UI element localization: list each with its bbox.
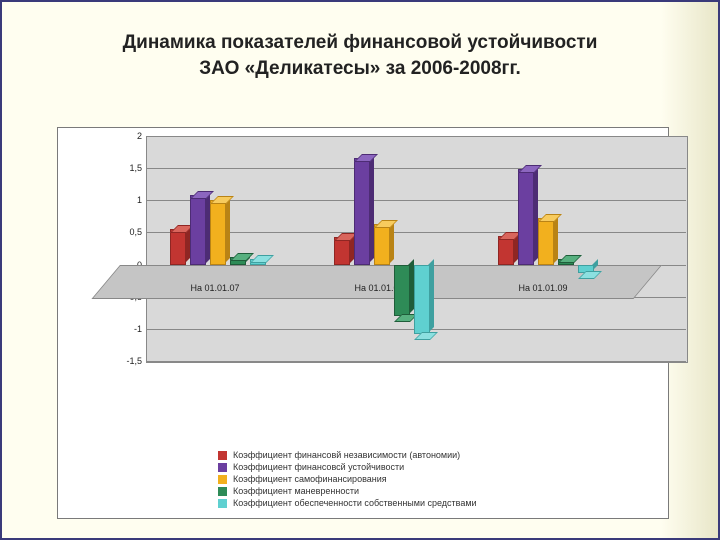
page-title: Динамика показателей финансовой устойчив… (2, 30, 718, 81)
bar (558, 261, 572, 264)
legend-item: Коэффициент обеспеченности собственными … (218, 498, 648, 508)
bar (414, 265, 428, 333)
chart-plot: -1,5-1-0,500,511,52На 01.01.07На 01.01.0… (120, 136, 660, 361)
bar (354, 160, 368, 264)
bar (334, 239, 348, 265)
bar (498, 238, 512, 265)
bar (170, 231, 184, 264)
legend-item: Коэффициент маневренности (218, 486, 648, 496)
y-axis-label: -1,5 (120, 356, 142, 366)
bar (230, 259, 244, 264)
title-line-1: Динамика показателей финансовой устойчив… (2, 30, 718, 56)
legend-label: Коэффициент самофинансирования (233, 474, 387, 484)
bar (518, 171, 532, 264)
legend-item: Коэффициент финансовсй устойчивости (218, 462, 648, 472)
bar (250, 261, 264, 264)
y-axis-label: -1 (120, 324, 142, 334)
y-axis-label: 1,5 (120, 163, 142, 173)
bar (210, 202, 224, 264)
gridline (146, 136, 686, 137)
legend-swatch (218, 463, 227, 472)
chart-legend: Коэффициент финансовй независимости (авт… (218, 448, 648, 510)
bar (190, 197, 204, 265)
bar (578, 265, 592, 271)
legend-swatch (218, 487, 227, 496)
legend-label: Коэффициент финансовй независимости (авт… (233, 450, 460, 460)
legend-item: Коэффициент самофинансирования (218, 474, 648, 484)
chart-container: -1,5-1-0,500,511,52На 01.01.07На 01.01.0… (57, 127, 669, 519)
y-axis-label: 2 (120, 131, 142, 141)
y-axis-label: 1 (120, 195, 142, 205)
x-axis-label: На 01.01.09 (483, 283, 603, 293)
gridline (146, 168, 686, 169)
title-line-2: ЗАО «Деликатесы» за 2006-2008гг. (2, 56, 718, 82)
slide-content: Динамика показателей финансовой устойчив… (2, 2, 718, 538)
legend-swatch (218, 451, 227, 460)
bar (394, 265, 408, 315)
legend-swatch (218, 475, 227, 484)
gridline (146, 361, 686, 362)
legend-label: Коэффициент финансовсй устойчивости (233, 462, 404, 472)
legend-swatch (218, 499, 227, 508)
legend-item: Коэффициент финансовй независимости (авт… (218, 450, 648, 460)
slide: Динамика показателей финансовой устойчив… (0, 0, 720, 540)
chart-floor (91, 265, 662, 299)
legend-label: Коэффициент обеспеченности собственными … (233, 498, 477, 508)
bar (538, 220, 552, 265)
bar (374, 226, 388, 265)
y-axis-label: 0,5 (120, 227, 142, 237)
legend-label: Коэффициент маневренности (233, 486, 359, 496)
x-axis-label: На 01.01.07 (155, 283, 275, 293)
